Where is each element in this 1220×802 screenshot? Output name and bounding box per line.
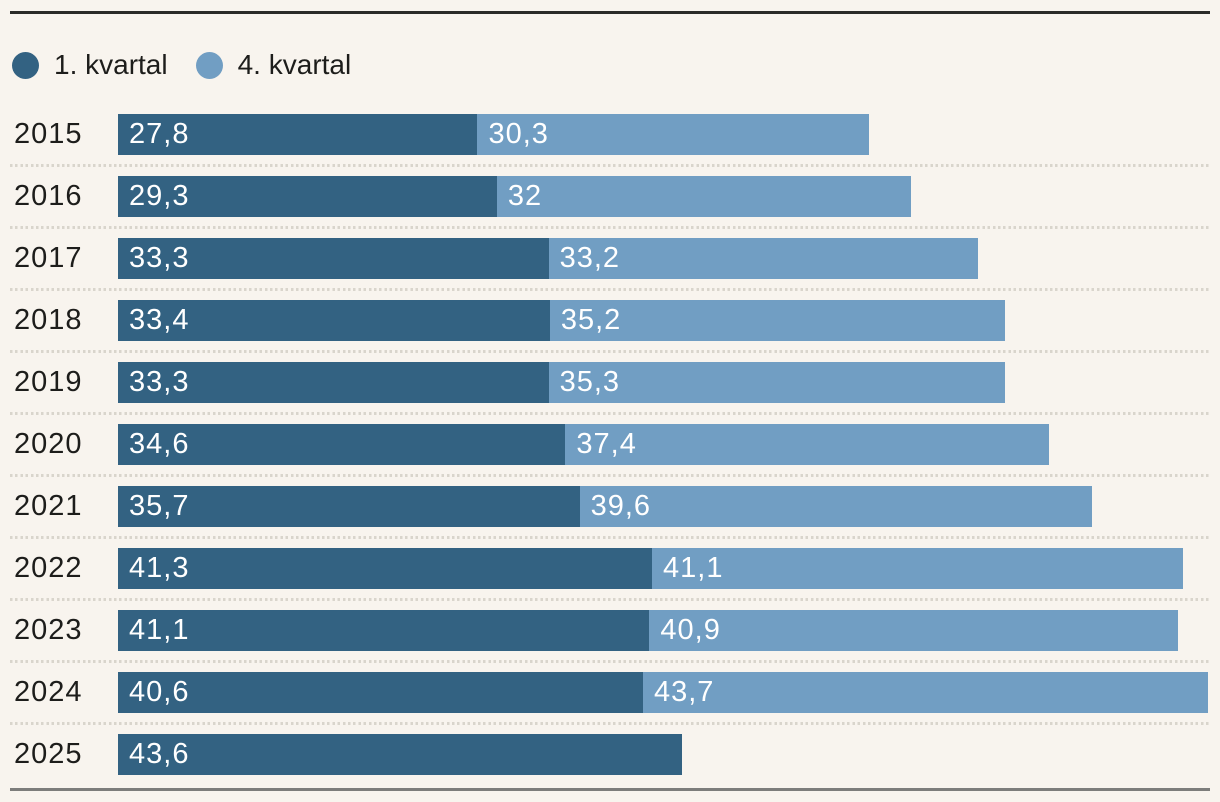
q1-bar-segment[interactable]: 43,6 xyxy=(118,733,682,775)
year-label: 2017 xyxy=(14,241,83,274)
chart-row: 2021 35,7 39,6 xyxy=(0,474,1220,537)
chart-row: 2015 27,8 30,3 xyxy=(0,103,1220,165)
year-label: 2015 xyxy=(14,117,83,150)
year-label: 2022 xyxy=(14,551,83,584)
chart-row: 2023 41,1 40,9 xyxy=(0,598,1220,661)
q4-bar-segment[interactable]: 40,9 xyxy=(649,609,1179,651)
year-label: 2025 xyxy=(14,737,83,770)
bar-track: 35,7 39,6 xyxy=(118,485,1208,527)
bar-value-label: 43,6 xyxy=(129,737,190,770)
bar-value-label: 33,3 xyxy=(129,241,190,274)
bar-value-label: 33,3 xyxy=(129,365,190,398)
q1-bar-segment[interactable]: 34,6 xyxy=(118,423,566,465)
bar-value-label: 35,3 xyxy=(559,365,621,398)
legend: 1. kvartal 4. kvartal xyxy=(12,49,351,81)
bar-value-label: 41,1 xyxy=(129,613,190,646)
bar-rows: 2015 27,8 30,3 2016 29,3 32 2017 33,3 33… xyxy=(0,103,1220,785)
q1-bar-segment[interactable]: 41,1 xyxy=(118,609,650,651)
q1-bar-segment[interactable]: 33,4 xyxy=(118,299,550,341)
chart-row: 2018 33,4 35,2 xyxy=(0,288,1220,351)
q1-bar-segment[interactable]: 41,3 xyxy=(118,547,652,589)
q4-bar-segment[interactable]: 41,1 xyxy=(652,547,1184,589)
bar-value-label: 43,7 xyxy=(653,675,715,708)
chart-row: 2025 43,6 xyxy=(0,722,1220,785)
bar-track: 33,3 35,3 xyxy=(118,361,1208,403)
q4-legend-swatch-icon xyxy=(195,51,223,79)
q4-legend-label: 4. kvartal xyxy=(237,49,352,80)
year-label: 2018 xyxy=(14,303,83,336)
bar-track: 33,3 33,2 xyxy=(118,237,1208,279)
year-label: 2024 xyxy=(14,675,83,708)
bar-track: 27,8 30,3 xyxy=(118,113,1208,155)
chart-row: 2019 33,3 35,3 xyxy=(0,350,1220,413)
q1-bar-segment[interactable]: 27,8 xyxy=(118,113,478,155)
q4-bar-segment[interactable]: 33,2 xyxy=(548,237,978,279)
q1-bar-segment[interactable]: 29,3 xyxy=(118,175,497,217)
chart-row: 2024 40,6 43,7 xyxy=(0,660,1220,723)
bar-track: 41,1 40,9 xyxy=(118,609,1208,651)
bar-value-label: 41,3 xyxy=(129,551,190,584)
q4-bar-segment[interactable]: 37,4 xyxy=(565,423,1049,465)
q4-bar-segment[interactable]: 39,6 xyxy=(579,485,1092,527)
bar-value-label: 33,4 xyxy=(129,303,190,336)
legend-item-q1[interactable]: 1. kvartal xyxy=(12,49,168,81)
year-label: 2020 xyxy=(14,427,83,460)
q1-legend-label: 1. kvartal xyxy=(54,49,168,80)
bar-value-label: 40,6 xyxy=(129,675,190,708)
bar-value-label: 39,6 xyxy=(590,489,652,522)
q4-bar-segment[interactable]: 43,7 xyxy=(642,671,1208,713)
q4-bar-segment[interactable]: 32 xyxy=(496,175,911,217)
bar-track: 43,6 xyxy=(118,733,1208,775)
chart-row: 2020 34,6 37,4 xyxy=(0,412,1220,475)
q4-bar-segment[interactable]: 35,2 xyxy=(549,299,1005,341)
bar-value-label: 33,2 xyxy=(559,241,621,274)
bar-track: 34,6 37,4 xyxy=(118,423,1208,465)
bar-value-label: 41,1 xyxy=(663,551,724,584)
q1-bar-segment[interactable]: 40,6 xyxy=(118,671,643,713)
chart-row: 2022 41,3 41,1 xyxy=(0,536,1220,599)
chart-row: 2017 33,3 33,2 xyxy=(0,226,1220,289)
bar-value-label: 35,7 xyxy=(129,489,190,522)
bar-track: 33,4 35,2 xyxy=(118,299,1208,341)
legend-item-q4[interactable]: 4. kvartal xyxy=(195,49,352,81)
q1-bar-segment[interactable]: 33,3 xyxy=(118,361,549,403)
bar-track: 41,3 41,1 xyxy=(118,547,1208,589)
bar-value-label: 37,4 xyxy=(576,427,637,460)
year-label: 2016 xyxy=(14,179,83,212)
q1-legend-swatch-icon xyxy=(12,51,39,79)
bottom-rule xyxy=(10,788,1210,791)
q4-bar-segment[interactable]: 35,3 xyxy=(548,361,1005,403)
bar-value-label: 40,9 xyxy=(660,613,721,646)
bar-value-label: 27,8 xyxy=(129,117,190,150)
top-rule xyxy=(10,11,1210,14)
chart-row: 2016 29,3 32 xyxy=(0,164,1220,227)
q1-bar-segment[interactable]: 35,7 xyxy=(118,485,580,527)
bar-value-label: 29,3 xyxy=(129,179,190,212)
year-label: 2023 xyxy=(14,613,83,646)
bar-value-label: 34,6 xyxy=(129,427,190,460)
bar-track: 29,3 32 xyxy=(118,175,1208,217)
year-label: 2021 xyxy=(14,489,83,522)
q1-bar-segment[interactable]: 33,3 xyxy=(118,237,549,279)
bar-value-label: 30,3 xyxy=(488,117,549,150)
bar-track: 40,6 43,7 xyxy=(118,671,1208,713)
bar-value-label: 32 xyxy=(507,179,543,212)
bar-value-label: 35,2 xyxy=(560,303,622,336)
q4-bar-segment[interactable]: 30,3 xyxy=(477,113,870,155)
year-label: 2019 xyxy=(14,365,83,398)
